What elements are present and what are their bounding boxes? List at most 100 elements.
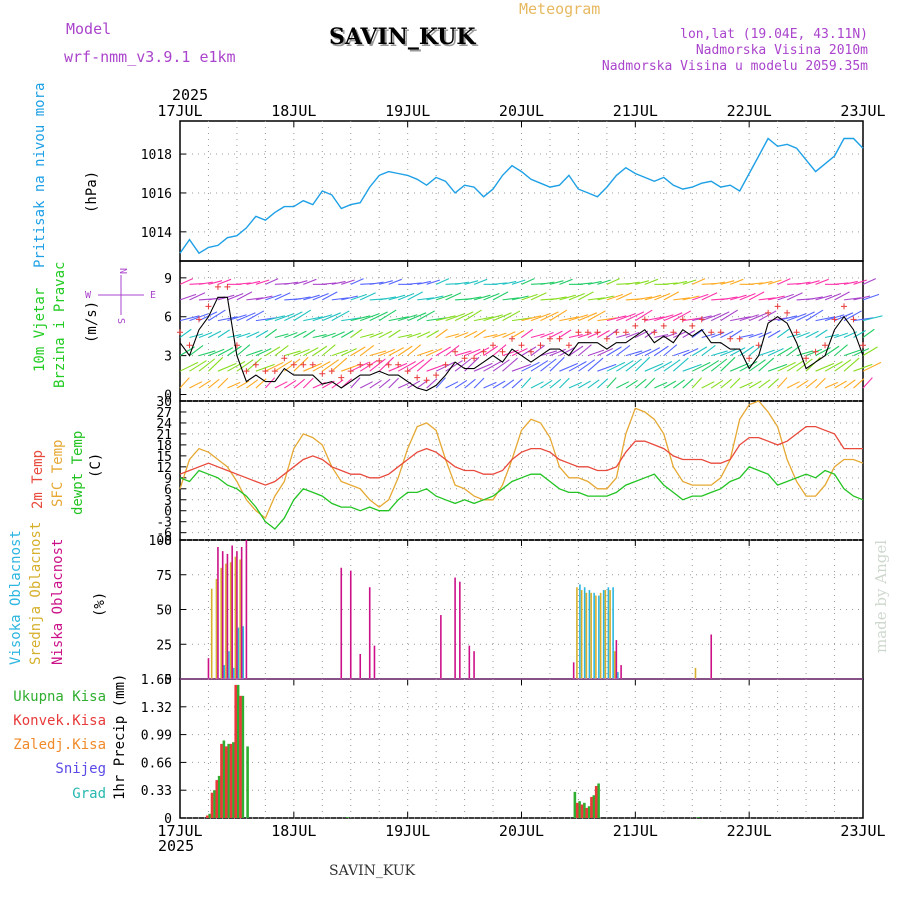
wind-arrow xyxy=(293,309,312,322)
wind-arrow xyxy=(549,309,568,322)
wind-speed-cross xyxy=(736,335,743,342)
wind-arrow xyxy=(464,330,478,338)
wind-arrow xyxy=(246,297,264,301)
wind-arrow xyxy=(236,380,250,389)
wind-arrow xyxy=(435,315,456,322)
wind-arrow xyxy=(578,380,591,389)
precip-bar xyxy=(587,806,591,818)
wind-arrow xyxy=(530,360,549,372)
wind-arrow xyxy=(606,361,626,372)
wind-arrow xyxy=(521,278,535,285)
wind-arrow xyxy=(758,310,777,322)
precip-panel-frame xyxy=(179,678,864,819)
x-tick-label-top: 17JUL xyxy=(157,102,202,120)
wind-arrow xyxy=(673,280,688,285)
wind-arrow xyxy=(549,280,564,285)
wind-arrow xyxy=(473,316,494,322)
wind-arrow xyxy=(853,363,873,372)
wind-arrow xyxy=(682,279,697,285)
credit-label: made by Angel xyxy=(872,540,890,653)
wind-gust-line xyxy=(179,296,864,392)
wind-arrow xyxy=(407,291,423,301)
wind-arrow xyxy=(217,329,230,338)
compass-north: N xyxy=(117,268,128,274)
wind-arrow xyxy=(312,293,329,301)
wind-speed-cross xyxy=(357,361,364,368)
wind-arrow xyxy=(341,347,357,357)
wind-arrow xyxy=(492,380,506,389)
precip-bar xyxy=(208,813,211,818)
wind-arrow xyxy=(663,312,683,322)
wind-arrow xyxy=(198,281,213,285)
x-tick-label-top: 18JUL xyxy=(271,102,316,120)
wind-arrow xyxy=(274,333,289,339)
wind-arrow xyxy=(521,328,534,338)
wind-arrow xyxy=(559,316,580,322)
precip-bar xyxy=(205,815,209,818)
wind-arrow xyxy=(492,344,507,357)
wind-arrow xyxy=(236,344,251,357)
precip-bar xyxy=(213,790,216,818)
wind-arrow xyxy=(265,293,282,301)
wind-unit: (m/s) xyxy=(84,301,100,343)
wind-arrow xyxy=(492,291,509,301)
wind-arrow xyxy=(426,378,438,389)
wind-arrow xyxy=(805,280,820,285)
wind-arrow xyxy=(483,381,497,389)
wind-arrow xyxy=(246,280,261,285)
wind-arrow xyxy=(378,309,397,322)
wind-arrow xyxy=(663,282,678,285)
wind-arrow xyxy=(597,279,611,285)
precip-bar xyxy=(227,743,230,818)
pressure-panel-frame xyxy=(179,120,864,262)
wind-arrow xyxy=(673,349,690,357)
precip-bar xyxy=(580,804,584,818)
wind-speed-cross xyxy=(698,316,705,323)
wind-arrow xyxy=(208,356,224,372)
wind-arrow xyxy=(654,293,671,301)
wind-arrow xyxy=(777,293,794,301)
cloud-unit: (%) xyxy=(92,592,108,617)
wind-arrow xyxy=(255,330,269,338)
temp-y-tick-label: -8 xyxy=(156,534,172,549)
wind-arrow xyxy=(189,344,204,357)
wind-arrow xyxy=(302,377,314,389)
wind-arrow xyxy=(729,329,743,338)
wind-arrow xyxy=(492,332,507,339)
wind-arrow xyxy=(692,361,711,372)
wind-arrow xyxy=(540,311,559,322)
wind-speed-cross xyxy=(319,370,326,377)
wind-arrow xyxy=(843,297,861,301)
wind-arrow xyxy=(815,294,833,301)
wind-arrow xyxy=(767,363,788,372)
wind-arrow xyxy=(720,296,738,301)
wind-arrow xyxy=(360,313,380,322)
cloud-title-3: Niska Oblacnost xyxy=(50,539,66,665)
wind-speed-cross xyxy=(727,335,734,342)
wind-speed-cross xyxy=(822,342,829,349)
wind-arrow xyxy=(796,350,814,357)
wind-arrow xyxy=(293,348,310,357)
precip-bar xyxy=(583,802,586,818)
wind-arrow xyxy=(843,357,860,372)
wind-speed-cross xyxy=(860,342,866,349)
cloud-y-tick-label: 0 xyxy=(164,673,172,688)
wind-arrow xyxy=(767,378,779,389)
wind-arrow xyxy=(720,309,738,322)
wind-arrow xyxy=(758,349,775,357)
wind-arrow xyxy=(464,280,479,285)
wind-arrow xyxy=(824,361,843,372)
wind-speed-cross xyxy=(793,329,800,336)
wind-arrow xyxy=(701,292,718,301)
model-name: wrf-nmm_v3.9.1 e1km xyxy=(64,48,236,66)
wind-arrow xyxy=(815,329,828,338)
wind-speed-cross xyxy=(262,368,269,375)
wind-arrow xyxy=(767,279,782,285)
wind-arrow xyxy=(691,346,708,357)
wind-arrow xyxy=(796,331,810,338)
wind-arrow xyxy=(369,379,382,389)
wind-speed-cross xyxy=(537,342,544,349)
wind-arrow xyxy=(540,358,557,372)
precip-y-tick-label: 0.66 xyxy=(141,756,172,771)
